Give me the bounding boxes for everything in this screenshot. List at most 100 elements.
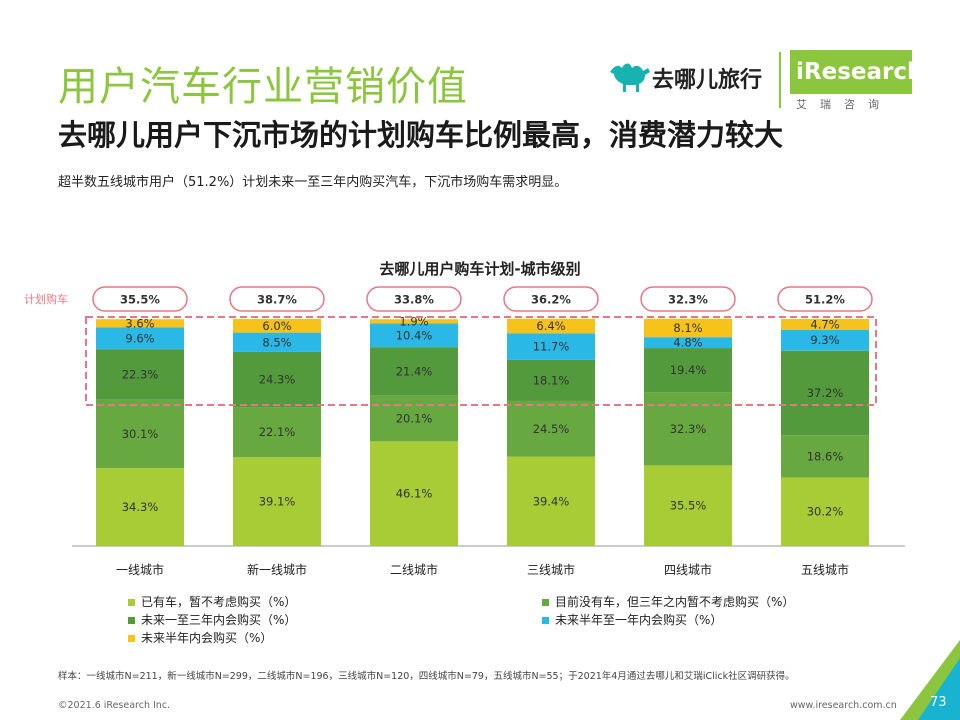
data-label: 30.1% [122, 427, 159, 441]
data-label: 4.8% [673, 336, 702, 350]
legend-label: 未来半年内会购买（%） [141, 631, 273, 645]
data-label: 22.1% [259, 425, 296, 439]
data-label: 8.5% [262, 335, 291, 349]
bar-segment [370, 441, 458, 546]
legend-item-plan-1-3yr: 未来一至三年内会购买（%） [128, 611, 296, 628]
category-label: 二线城市 [390, 562, 438, 577]
category-label: 五线城市 [801, 562, 849, 577]
legend-item-no-car-not-3yr: 目前没有车，但三年之内暂不考虑购买（%） [542, 593, 794, 610]
copyright: ©2021.6 iResearch Inc. [58, 700, 171, 711]
plan-total-pill [366, 286, 462, 312]
plan-total-pill [92, 286, 188, 312]
category-label: 新一线城市 [247, 562, 307, 577]
data-label: 39.4% [533, 494, 570, 508]
bar-segment [96, 327, 184, 350]
data-label: 24.5% [533, 422, 570, 436]
data-label: 34.3% [122, 500, 159, 514]
bar-segment [644, 348, 732, 393]
legend-label: 已有车，暂不考虑购买（%） [141, 595, 297, 609]
bar-segment [96, 399, 184, 469]
bar-segment [370, 395, 458, 442]
bar-segment [96, 349, 184, 400]
data-label: 19.4% [670, 363, 707, 377]
data-label: 22.3% [122, 368, 159, 382]
bar-segment [233, 457, 321, 546]
iresearch-logo: iResearch [790, 50, 923, 94]
data-label: 3.6% [125, 316, 154, 330]
bar-segment [507, 359, 595, 401]
plan-row-label: 计划购车 [24, 292, 68, 306]
data-label: 6.4% [536, 319, 565, 333]
logo-separator [779, 52, 781, 108]
bar-segment [781, 329, 869, 351]
bar-segment [507, 400, 595, 457]
legend-swatch [128, 599, 135, 606]
data-label: 18.6% [807, 449, 844, 463]
data-label: 21.4% [396, 364, 433, 378]
data-label: 4.7% [810, 317, 839, 331]
data-label: 39.1% [259, 495, 296, 509]
legend-label: 未来一至三年内会购买（%） [141, 613, 297, 627]
category-label: 三线城市 [527, 562, 575, 577]
data-label: 18.1% [533, 373, 570, 387]
plan-total-pill [777, 286, 873, 312]
bar-segment [781, 319, 869, 330]
data-label: 9.6% [125, 331, 154, 345]
legend-swatch [542, 599, 549, 606]
bar-segment [233, 319, 321, 333]
legend-swatch [542, 617, 549, 624]
page-number: 73 [930, 695, 947, 710]
plan-total-label: 32.3% [668, 293, 708, 307]
bar-segment [233, 332, 321, 352]
bar-segment [233, 351, 321, 408]
bar-segment [781, 350, 869, 436]
page-subtitle: 去哪儿用户下沉市场的计划购车比例最高，消费潜力较大 [58, 118, 784, 152]
legend-swatch [128, 635, 135, 642]
legend-swatch [128, 617, 135, 624]
category-label: 一线城市 [116, 562, 164, 577]
data-label: 37.2% [807, 386, 844, 400]
bar-segment [96, 468, 184, 546]
camel-logo-icon [610, 63, 650, 92]
logo-area: 去哪儿旅行 iResearch 艾瑞咨询 [600, 50, 930, 120]
bar-segment [644, 318, 732, 338]
bar-segment [644, 337, 732, 349]
website-link[interactable]: www.iresearch.com.cn [790, 700, 897, 711]
plan-total-label: 35.5% [120, 293, 160, 307]
legend-label: 目前没有车，但三年之内暂不考虑购买（%） [555, 595, 795, 609]
planned-purchase-highlight-box [85, 316, 877, 406]
page-title: 用户汽车行业营销价值 [58, 64, 468, 110]
bar-segment [644, 465, 732, 546]
sample-note: 样本：一线城市N=211，新一线城市N=299，二线城市N=196，三线城市N=… [58, 671, 795, 682]
bar-segment [781, 477, 869, 546]
data-label: 10.4% [396, 328, 433, 342]
data-label: 24.3% [259, 372, 296, 386]
data-label: 35.5% [670, 499, 707, 513]
qunar-logo-text: 去哪儿旅行 [652, 68, 763, 93]
bar-segment [507, 318, 595, 334]
bar-segment [233, 407, 321, 458]
category-label: 四线城市 [664, 562, 712, 577]
data-label: 32.3% [670, 422, 707, 436]
data-label: 6.0% [262, 319, 291, 333]
legend-label: 未来半年至一年内会购买（%） [555, 613, 723, 627]
bar-segment [370, 319, 458, 324]
legend-item-plan-half-1yr: 未来半年至一年内会购买（%） [542, 611, 722, 628]
bar-segment [370, 347, 458, 396]
page-description: 超半数五线城市用户（51.2%）计划未来一至三年内购买汽车，下沉市场购车需求明显… [58, 175, 568, 190]
plan-total-pill [229, 286, 325, 312]
data-label: 8.1% [673, 321, 702, 335]
data-label: 46.1% [396, 487, 433, 501]
corner-decoration [900, 640, 960, 720]
data-label: 11.7% [533, 340, 570, 354]
legend-item-own-no-plan: 已有车，暂不考虑购买（%） [128, 593, 296, 610]
chart-title: 去哪儿用户购车计划-城市级别 [379, 260, 580, 278]
plan-total-label: 38.7% [257, 293, 297, 307]
legend-item-plan-half-yr: 未来半年内会购买（%） [128, 629, 272, 646]
iresearch-logo-sub: 艾瑞咨询 [796, 98, 892, 111]
data-label: 9.3% [810, 333, 839, 347]
plan-total-label: 51.2% [805, 293, 845, 307]
plan-total-pill [503, 286, 599, 312]
bar-segment [507, 456, 595, 546]
